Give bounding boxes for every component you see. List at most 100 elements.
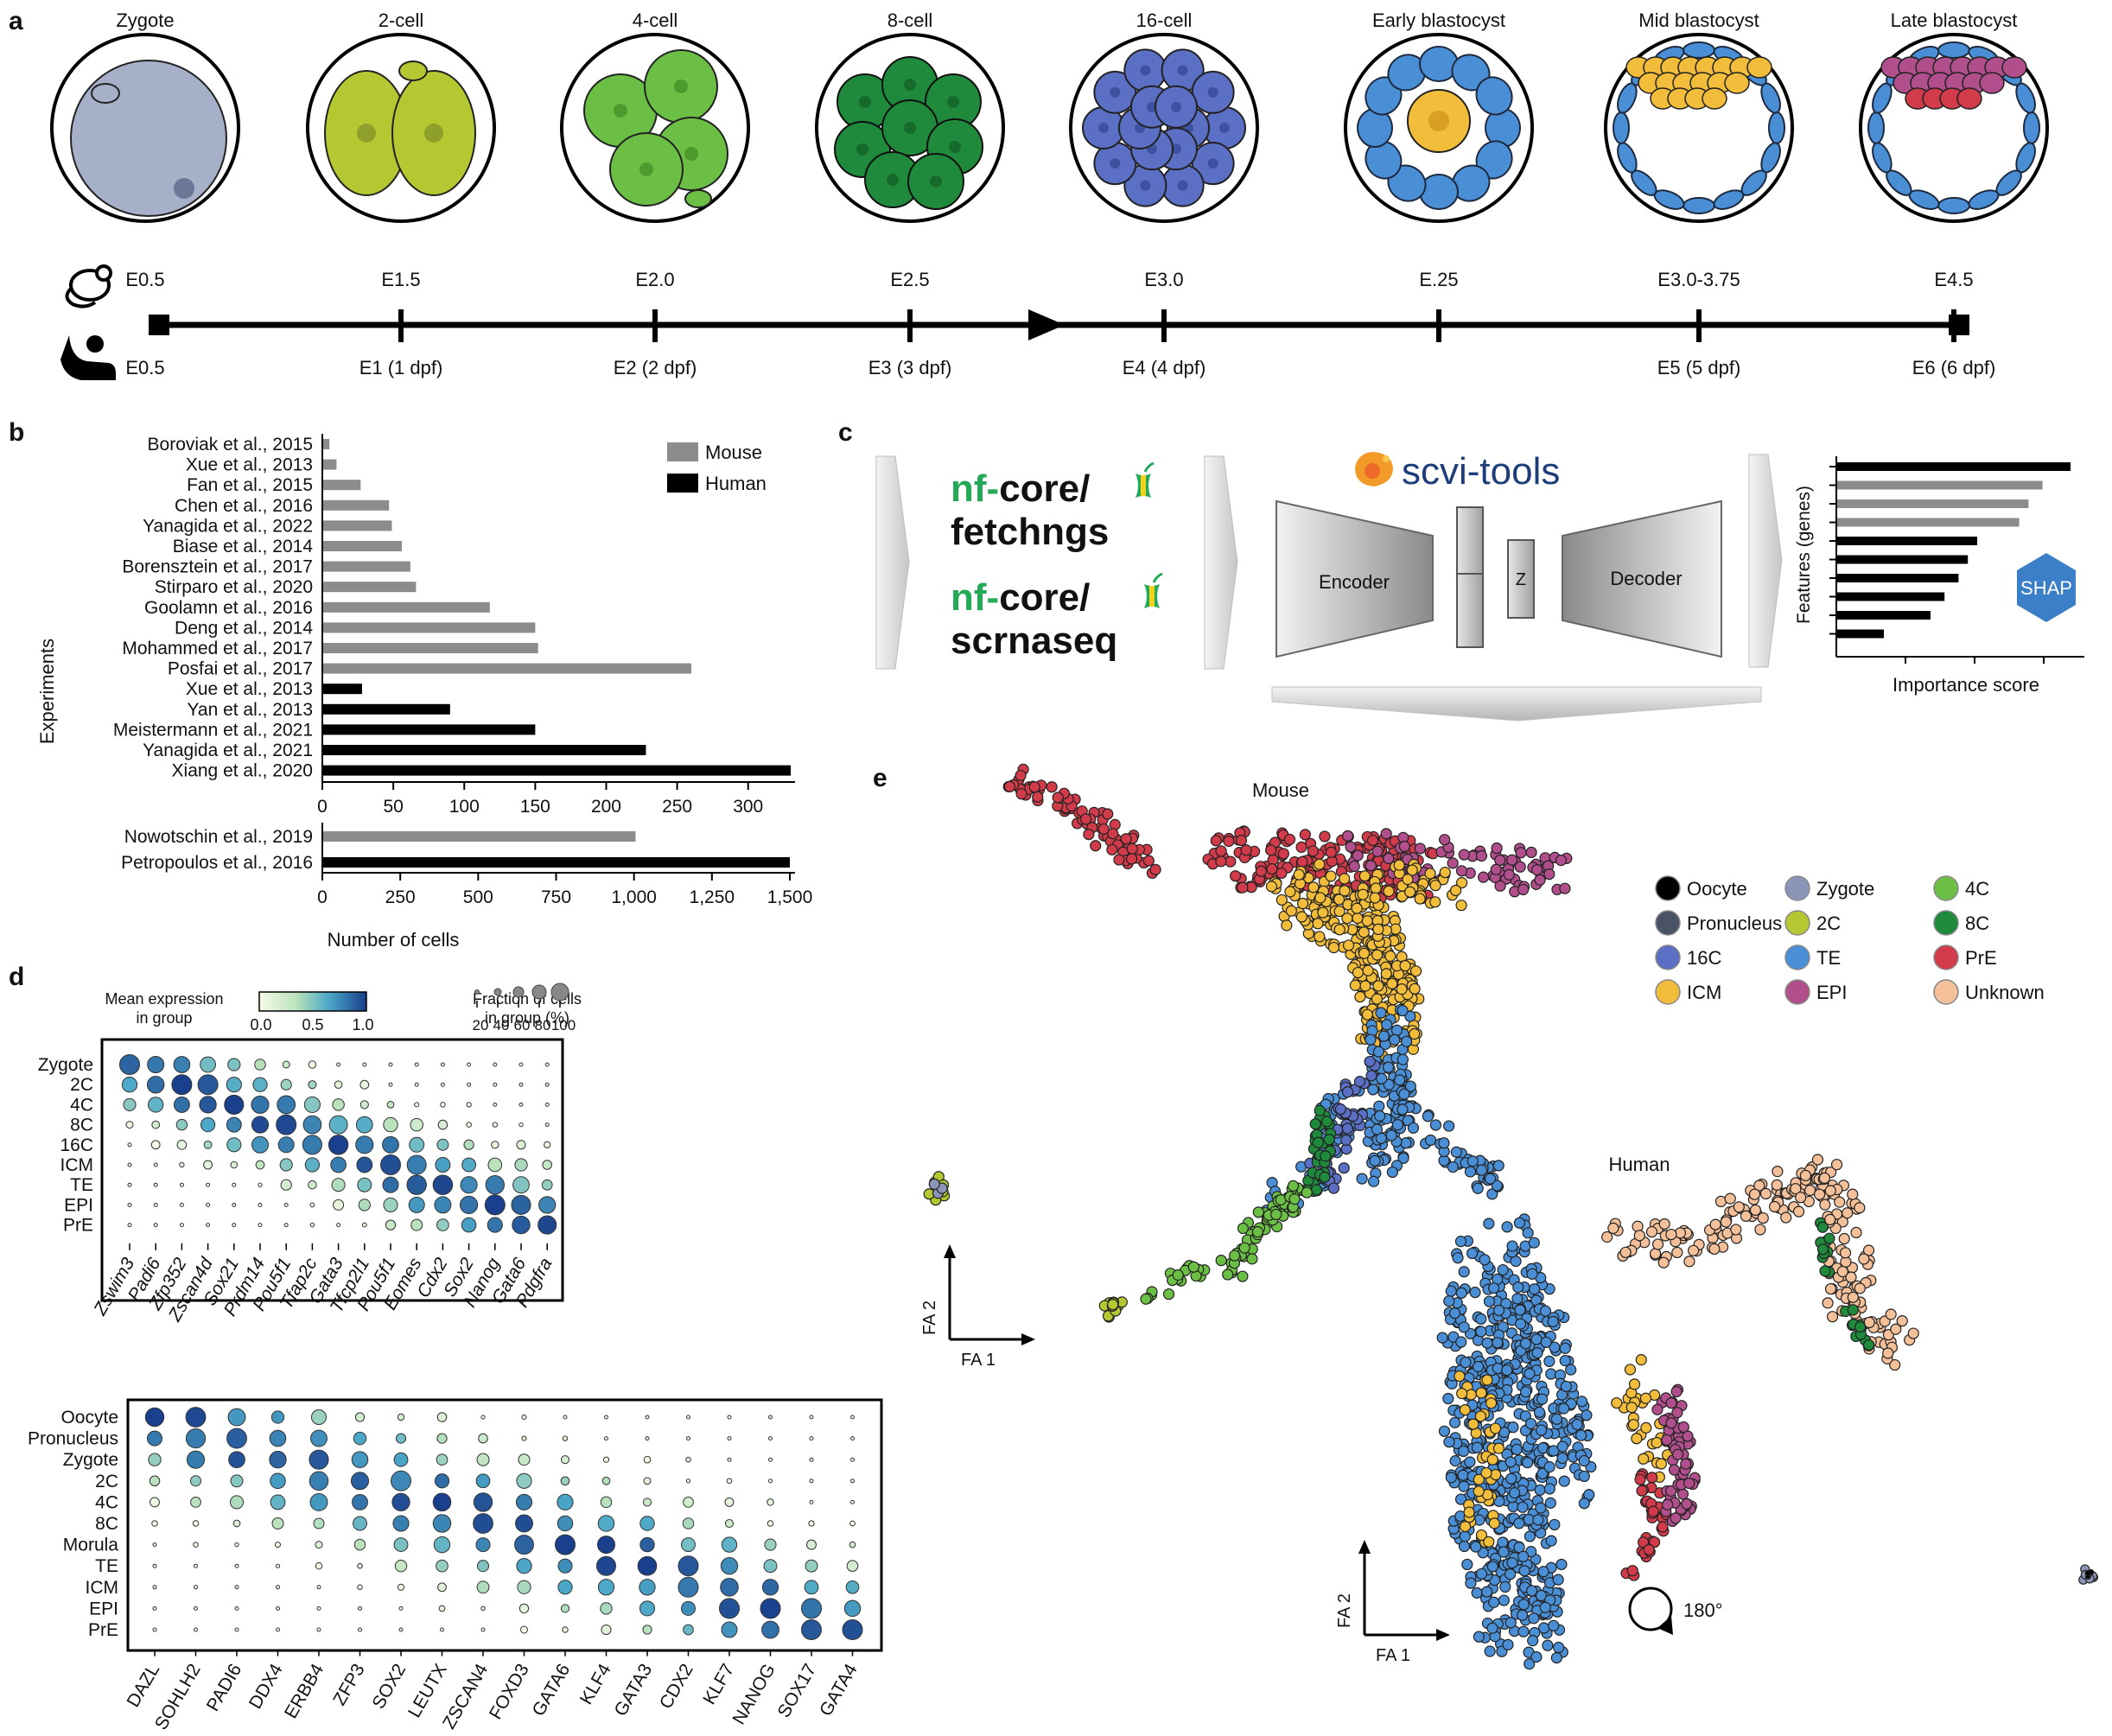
nucleus	[639, 162, 653, 176]
scatter-point	[1665, 1417, 1677, 1429]
scatter-point	[1492, 1442, 1505, 1454]
dotplot-dot	[309, 1202, 315, 1208]
scatter-point	[1414, 893, 1426, 905]
scatter-point	[1503, 868, 1515, 881]
dotplot-dot	[362, 1062, 367, 1067]
scatter-point	[1519, 1410, 1531, 1422]
bar-category-label: Chen et al., 2016	[175, 496, 313, 516]
bar-human	[322, 765, 791, 776]
dotplot-dot	[683, 1497, 694, 1508]
legend-swatch	[1784, 875, 1810, 901]
polar-body	[91, 83, 120, 104]
scatter-point	[1113, 854, 1125, 866]
latent-z-label: Z	[1516, 570, 1526, 589]
dotplot-dot	[194, 1563, 198, 1568]
shap-feature-bar	[1837, 462, 2071, 471]
icm-nucleus	[1428, 111, 1449, 131]
scatter-point	[1467, 1418, 1479, 1430]
dotplot-dot	[355, 1116, 373, 1134]
dotplot-dot	[686, 1415, 690, 1420]
dotplot-dot	[230, 1161, 239, 1169]
scatter-point	[1240, 844, 1252, 856]
scatter-point	[1854, 1202, 1866, 1214]
dotplot-dot	[518, 1453, 531, 1466]
scatter-point	[1661, 1434, 1673, 1447]
dotplot-dot	[409, 1136, 425, 1153]
dotplot-dot	[595, 1555, 617, 1576]
scatter-point	[1314, 931, 1326, 943]
dotplot-dot	[304, 1157, 321, 1173]
scatter-point	[1284, 886, 1296, 898]
scatter-point	[1863, 1339, 1875, 1351]
scatter-point	[1270, 1208, 1282, 1221]
scatter-point	[1665, 1228, 1677, 1241]
dotplot-dot	[179, 1223, 184, 1228]
scatter-point	[1409, 1027, 1421, 1040]
dotplot-dot	[258, 1223, 263, 1228]
dotplot-dot	[357, 1562, 363, 1569]
scatter-point	[1494, 880, 1506, 892]
scatter-point	[1371, 845, 1384, 857]
bar-category-label: Meistermann et al., 2021	[113, 720, 313, 740]
dotplot-dot	[393, 1452, 409, 1467]
dotplot-dot	[487, 1157, 503, 1173]
legend-swatch	[1655, 944, 1681, 970]
legend-swatch	[1933, 910, 1959, 936]
scatter-point	[1238, 1242, 1250, 1254]
scatter-point	[1501, 1364, 1513, 1377]
scatter-point	[1488, 1282, 1500, 1294]
scatter-point	[1648, 1536, 1661, 1548]
scatter-point	[1524, 1658, 1536, 1670]
scatter-point	[928, 1178, 940, 1190]
scatter-point	[1414, 843, 1426, 855]
dotplot-dot	[516, 1558, 532, 1574]
dotplot-gene-label: ERBB4	[281, 1660, 328, 1721]
dotplot-dot	[197, 1074, 219, 1096]
scatter-point	[1381, 1019, 1393, 1031]
dotplot-dot	[388, 1062, 393, 1067]
dotplot-dot	[309, 1471, 329, 1491]
scatter-point	[1383, 1061, 1395, 1073]
dotplot-dot	[310, 1429, 328, 1447]
dotplot-dot	[194, 1627, 198, 1632]
legend-swatch	[1655, 875, 1681, 901]
dotplot-dot	[185, 1407, 207, 1428]
scatter-point	[1475, 1313, 1487, 1326]
dotplot-gene-label: DDX4	[245, 1660, 287, 1712]
scatter-point	[1581, 1409, 1593, 1421]
dotplot-dot	[461, 1157, 477, 1173]
dotplot-dot	[127, 1142, 132, 1148]
scatter-point	[1458, 1321, 1470, 1333]
dotplot-dot	[394, 1560, 408, 1573]
nucleus	[887, 174, 899, 186]
scatter-point	[1665, 1485, 1677, 1498]
dotplot-dot	[395, 1433, 407, 1444]
dotplot-dot	[476, 1560, 490, 1573]
scatter-point	[1748, 1188, 1761, 1200]
dotplot-dot	[511, 1194, 531, 1215]
colorbar-tick-05: 0.5	[302, 1016, 323, 1033]
size-legend-dot	[531, 984, 547, 1000]
dotplot-dot	[436, 1218, 449, 1231]
dotplot-gene-label: SOX17	[774, 1661, 821, 1721]
embryo-3	[560, 33, 750, 223]
mouse-stage-day: E4.5	[1934, 269, 1973, 290]
scatter-point	[1646, 1472, 1658, 1484]
scatter-point	[1380, 828, 1392, 840]
scatter-point	[1369, 1154, 1381, 1167]
dotplot-dot	[473, 1492, 493, 1512]
latent-z-block	[1507, 539, 1535, 619]
dotplot-dot	[518, 1082, 524, 1087]
scatter-point	[1549, 1518, 1561, 1531]
nucleus	[1110, 158, 1121, 169]
scatter-point	[1633, 1230, 1645, 1242]
zygote-cell	[70, 60, 227, 217]
scatter-point	[1333, 893, 1345, 906]
scatter-point	[1396, 1103, 1409, 1116]
dotplot-dot	[544, 1102, 550, 1107]
scatter-point	[1483, 1295, 1496, 1307]
dotplot-dot	[153, 1202, 158, 1207]
dotplot-dot	[309, 1492, 328, 1511]
te-cell	[1683, 197, 1715, 214]
bar-category-label: Yan et al., 2013	[187, 700, 313, 720]
